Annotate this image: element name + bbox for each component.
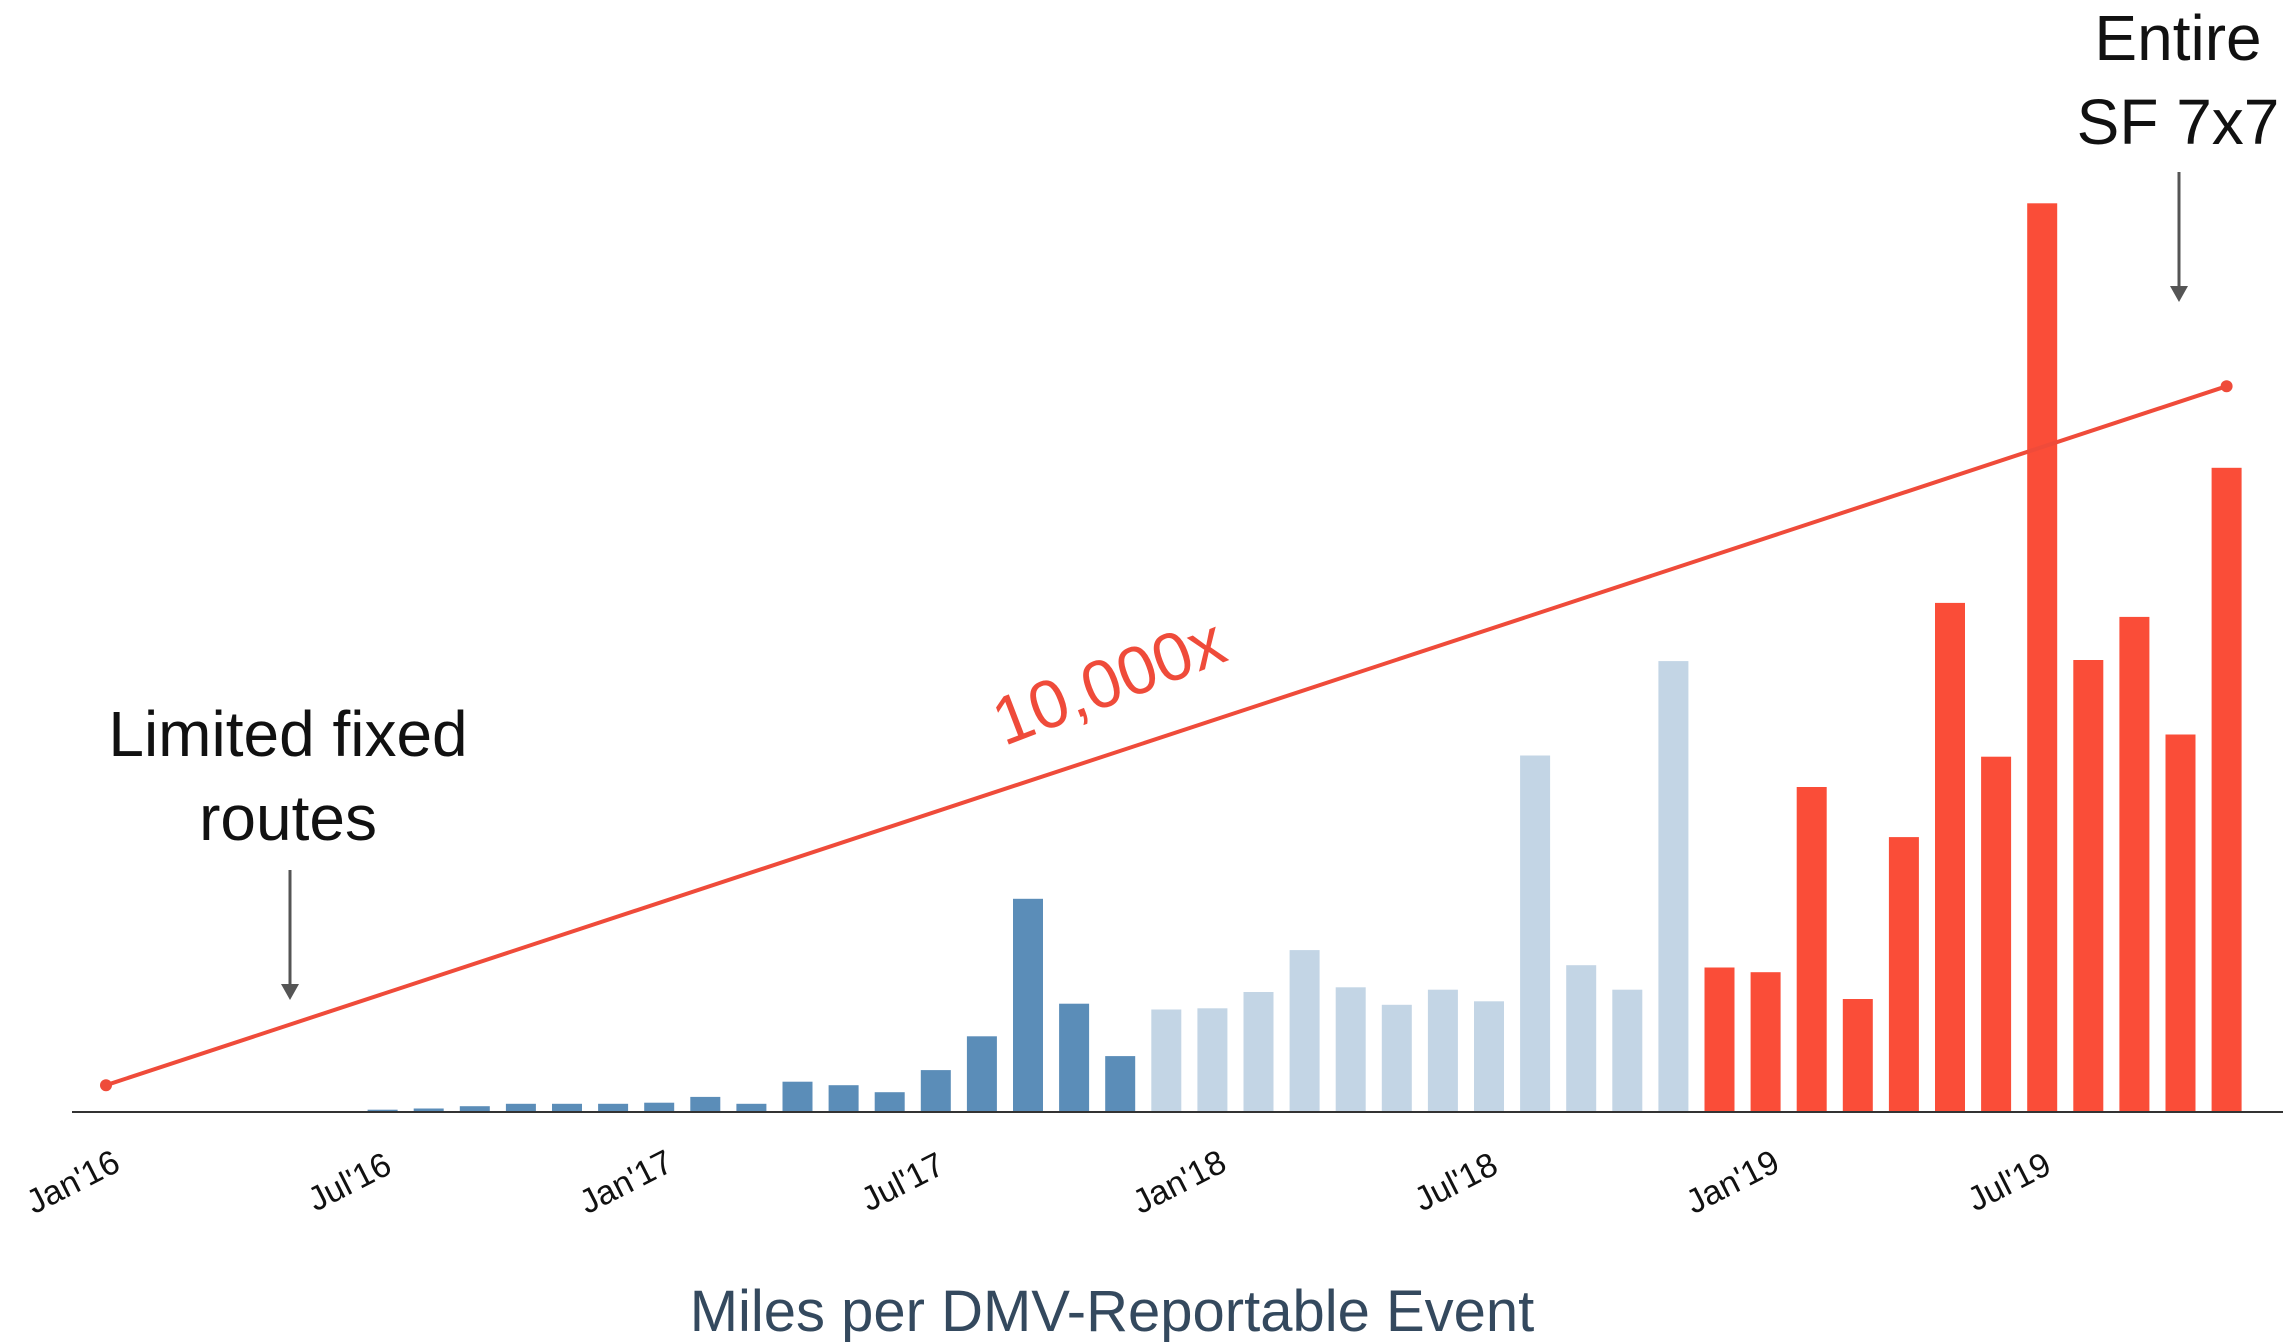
bar-Dec17	[1151, 1009, 1182, 1112]
bar-Feb17	[690, 1096, 721, 1112]
bar-Jun18	[1427, 989, 1458, 1112]
annotation-limited-routes-line-1: Limited fixed	[108, 698, 467, 770]
x-tick-label: Jan'18	[1127, 1143, 1233, 1222]
annotation-entire-sf-line-1: Entire	[2094, 2, 2261, 74]
x-tick-label: Jul'16	[302, 1145, 397, 1219]
bar-Sep18	[1566, 965, 1597, 1112]
bar-Dec16	[598, 1103, 629, 1112]
bar-Sep19	[2119, 616, 2150, 1112]
x-tick-label: Jul'19	[1961, 1145, 2056, 1219]
bar-Jan18	[1197, 1008, 1228, 1112]
x-tick-label: Jan'16	[20, 1143, 126, 1222]
annotation-limited-routes-line-2: routes	[199, 782, 377, 854]
bar-Jul18	[1474, 1001, 1504, 1112]
annotation-limited-routes: Limited fixed routes	[108, 698, 468, 1000]
bar-Apr18	[1335, 987, 1366, 1112]
bar-Jul19	[2027, 203, 2058, 1113]
bar-Mar19	[1842, 999, 1873, 1112]
bar-Jan19	[1750, 972, 1781, 1112]
bar-Jul17	[920, 1070, 951, 1112]
bar-Sep17	[1013, 898, 1043, 1112]
x-tick-labels: Jan'16 Jul'16 Jan'17 Jul'17 Jan'18 Jul'18 Jan'…	[20, 1143, 2057, 1222]
trend-line	[105, 384, 2228, 1088]
x-tick-label: Jan'19	[1680, 1143, 1786, 1222]
bar-Mar18	[1289, 950, 1320, 1112]
bars-group	[367, 203, 2242, 1113]
bar-Oct17	[1059, 1003, 1090, 1112]
bar-Feb19	[1796, 787, 1827, 1112]
bar-Sep16	[459, 1106, 490, 1112]
bar-Nov16	[552, 1103, 582, 1112]
bar-Jul16	[367, 1109, 398, 1112]
bar-Aug17	[966, 1036, 997, 1112]
bar-Nov18	[1658, 661, 1689, 1112]
annotation-entire-sf-arrowhead	[2170, 286, 2188, 302]
x-tick-label: Jul'17	[855, 1145, 950, 1219]
bar-Oct19	[2165, 734, 2196, 1112]
bar-Apr19	[1888, 837, 1919, 1112]
bar-Aug18	[1520, 755, 1551, 1112]
bar-Oct18	[1612, 989, 1643, 1112]
bar-Jan17	[644, 1102, 675, 1112]
trend-label: 10,000x	[982, 603, 1235, 761]
bar-Apr17	[782, 1081, 813, 1112]
bar-Jun17	[874, 1092, 905, 1112]
annotation-entire-sf-line-2: SF 7x7	[2077, 86, 2280, 158]
trend-start-marker	[100, 1079, 112, 1092]
x-tick-label: Jul'18	[1408, 1145, 1503, 1219]
bar-Aug19	[2073, 660, 2104, 1112]
bar-Aug16	[413, 1108, 444, 1112]
bar-May17	[828, 1085, 859, 1112]
bar-Oct16	[505, 1103, 536, 1112]
bar-Feb18	[1243, 992, 1274, 1112]
trend-end-marker	[2220, 380, 2233, 393]
x-axis-title: Miles per DMV-Reportable Event	[690, 1279, 1535, 1342]
bar-Nov17	[1105, 1056, 1136, 1112]
bar-May19	[1935, 602, 1965, 1112]
bar-Mar17	[736, 1103, 767, 1112]
annotation-limited-routes-arrowhead	[281, 984, 299, 1000]
x-tick-label: Jan'17	[573, 1143, 679, 1222]
bar-Jun19	[1981, 756, 2012, 1112]
annotation-entire-sf: Entire SF 7x7	[2077, 2, 2280, 302]
bar-Nov19	[2211, 467, 2242, 1112]
bar-May18	[1381, 1004, 1412, 1112]
bar-Dec18	[1704, 967, 1735, 1112]
